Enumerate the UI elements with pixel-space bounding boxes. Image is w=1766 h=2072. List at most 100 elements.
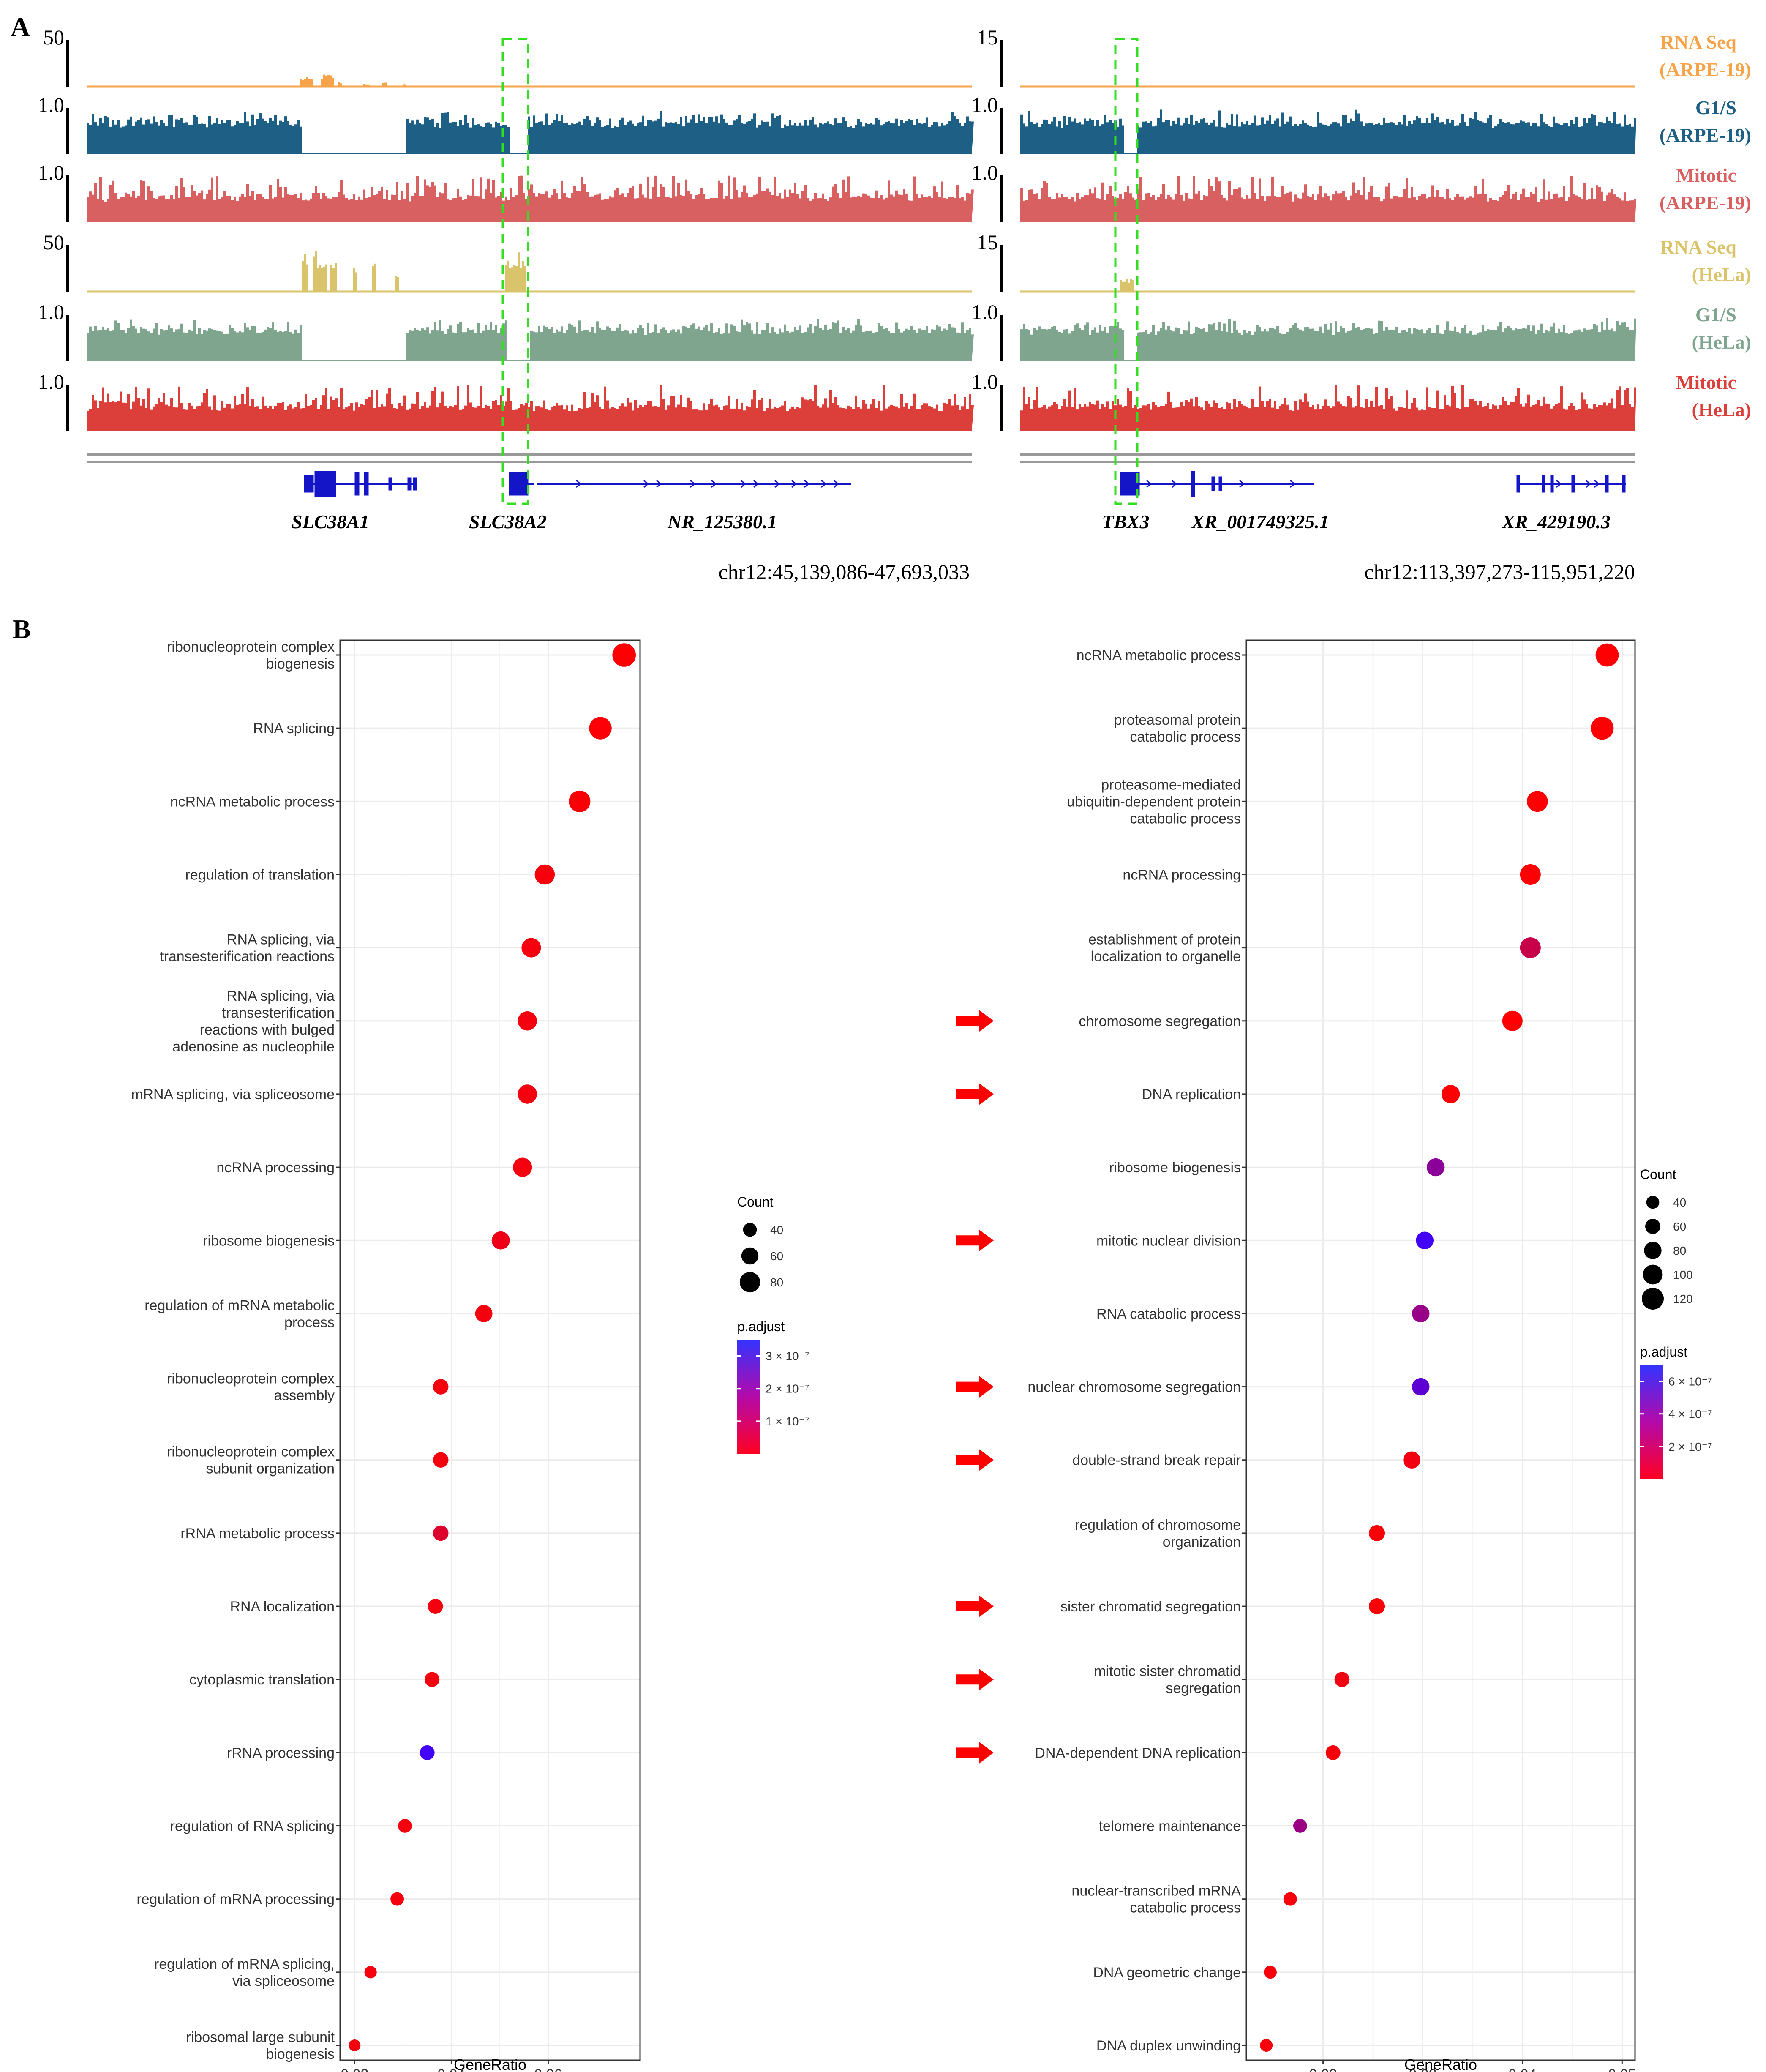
rna-bar (327, 75, 330, 87)
legend-count-label: 60 (770, 1250, 783, 1263)
y-tick-label: mitotic nuclear division (1096, 1233, 1241, 1249)
rna-bar (321, 79, 323, 87)
track-mitotic_arpe-left: 1.0 (38, 161, 974, 222)
rna-bar (1124, 281, 1126, 292)
gene-model-tbx3 (1120, 471, 1196, 497)
highlight-arrow (956, 1376, 994, 1398)
data-point (1427, 1158, 1445, 1177)
y-tick-label: regulation of mRNA metabolic process (144, 1297, 335, 1330)
rna-bar (507, 260, 509, 292)
rna-bar (522, 261, 524, 292)
gene-label-tbx3: TBX3 (1102, 511, 1149, 532)
strand-chevron (711, 480, 717, 488)
legend-count-label: 40 (1673, 1196, 1686, 1209)
rna-bar (300, 79, 302, 87)
legend-count-label: 120 (1673, 1292, 1693, 1305)
rna-bar (315, 251, 317, 292)
track-sublabel-mitotic_arpe: (ARPE-19) (1660, 192, 1751, 213)
legend-count-dot (743, 1223, 757, 1237)
data-point (433, 1379, 449, 1395)
y-tick-label: regulation of mRNA processing (136, 1892, 335, 1908)
data-point (1368, 1598, 1385, 1615)
data-point (433, 1452, 449, 1468)
legend-count-title: Count (1640, 1167, 1676, 1182)
signal-area (1020, 109, 1636, 154)
gene-label-nr125380: NR_125380.1 (667, 511, 777, 532)
genome-browser-right: 15 1.0 1.0 15 1.0 1.0 (972, 25, 1636, 431)
rna-bar (1128, 282, 1130, 292)
scale-label: 1.0 (972, 93, 998, 117)
strand-chevron (1239, 480, 1245, 488)
data-point (364, 1966, 377, 1979)
rna-bar (335, 263, 337, 292)
rna-bar (374, 263, 376, 292)
coords-right: chr12:113,397,273-115,951,220 (1364, 560, 1635, 584)
track-label-rna_hela: RNA Seq (1660, 236, 1737, 258)
rna-bar (524, 266, 526, 292)
x-tick-label: 0.03 (1409, 2067, 1436, 2072)
legend-count-label: 80 (1673, 1244, 1686, 1257)
highlight-arrow (956, 1449, 994, 1471)
track-rna_hela-right: 15 (977, 230, 1635, 293)
track-rna_arpe-left: 50 (43, 25, 972, 88)
data-point (1590, 716, 1614, 740)
track-sublabel-g1s_arpe: (ARPE-19) (1660, 124, 1751, 146)
data-point (1368, 1525, 1385, 1541)
scale-label: 1.0 (972, 370, 998, 393)
strand-chevron (741, 480, 747, 488)
plot-border (1245, 639, 1636, 2061)
data-point (1293, 1819, 1307, 1833)
y-tick-label: ribosome biogenesis (203, 1233, 335, 1249)
track-g1s_hela-right: 1.0 (972, 300, 1636, 361)
strand-chevron (774, 480, 780, 488)
legend-padj-label: 2 × 10⁻⁷ (766, 1382, 809, 1395)
track-rna_arpe-right: 15 (977, 25, 1635, 88)
legend-count-dot (1642, 1288, 1664, 1310)
signal-area (1020, 385, 1636, 431)
plot-panel (1245, 639, 1636, 2061)
highlight-arrow (956, 1595, 994, 1618)
rna-bar (518, 252, 520, 292)
highlight-arrow (956, 1742, 994, 1764)
data-point (390, 1892, 404, 1906)
scale-label: 1.0 (38, 93, 65, 117)
data-point (518, 1084, 537, 1104)
track-mitotic_hela-right: 1.0 (972, 370, 1636, 431)
y-tick-label: double-strand break repair (1072, 1452, 1241, 1469)
y-tick-label: ncRNA processing (216, 1160, 335, 1176)
rna-bar (1130, 279, 1132, 292)
rna-bar (403, 84, 406, 87)
panel-a-label: A (11, 12, 30, 42)
rna-bar (302, 261, 304, 292)
data-point (569, 790, 591, 812)
signal-area (1020, 317, 1636, 361)
legend-padj-label: 2 × 10⁻⁷ (1668, 1440, 1712, 1453)
rna-bar (317, 268, 319, 292)
x-tick-label: 0.04 (1508, 2067, 1536, 2072)
strand-chevron (1556, 480, 1562, 488)
strand-chevron (791, 480, 797, 488)
highlight-arrow (956, 1083, 994, 1105)
rna-bar (330, 265, 332, 292)
highlight-arrow (956, 1010, 994, 1032)
y-tick-label: chromosome segregation (1079, 1013, 1241, 1029)
rna-bar (365, 84, 368, 87)
data-point (534, 864, 555, 885)
legend-count-title: Count (737, 1194, 774, 1209)
track-label-g1s_hela: G1/S (1695, 304, 1736, 325)
x-tick-label: 0.05 (1608, 2067, 1636, 2072)
data-point (1412, 1305, 1430, 1323)
x-tick-label: 0.06 (534, 2067, 562, 2072)
go-dotplot-right: ncRNA metabolic process proteasomal prote… (956, 639, 1712, 2072)
rna-bar (397, 277, 399, 292)
track-sublabel-rna_arpe: (ARPE-19) (1660, 59, 1751, 80)
data-point (521, 938, 541, 958)
data-point (349, 2039, 361, 2051)
x-axis-title: GeneRatio (454, 2056, 526, 2072)
y-tick-label: regulation of RNA splicing (170, 1818, 335, 1834)
legend-padj-title: p.adjust (737, 1319, 785, 1334)
data-point (428, 1599, 443, 1614)
y-tick-label: ribonucleoprotein complex biogenesis (167, 639, 335, 672)
rna-bar (520, 268, 522, 292)
data-point (491, 1231, 510, 1250)
